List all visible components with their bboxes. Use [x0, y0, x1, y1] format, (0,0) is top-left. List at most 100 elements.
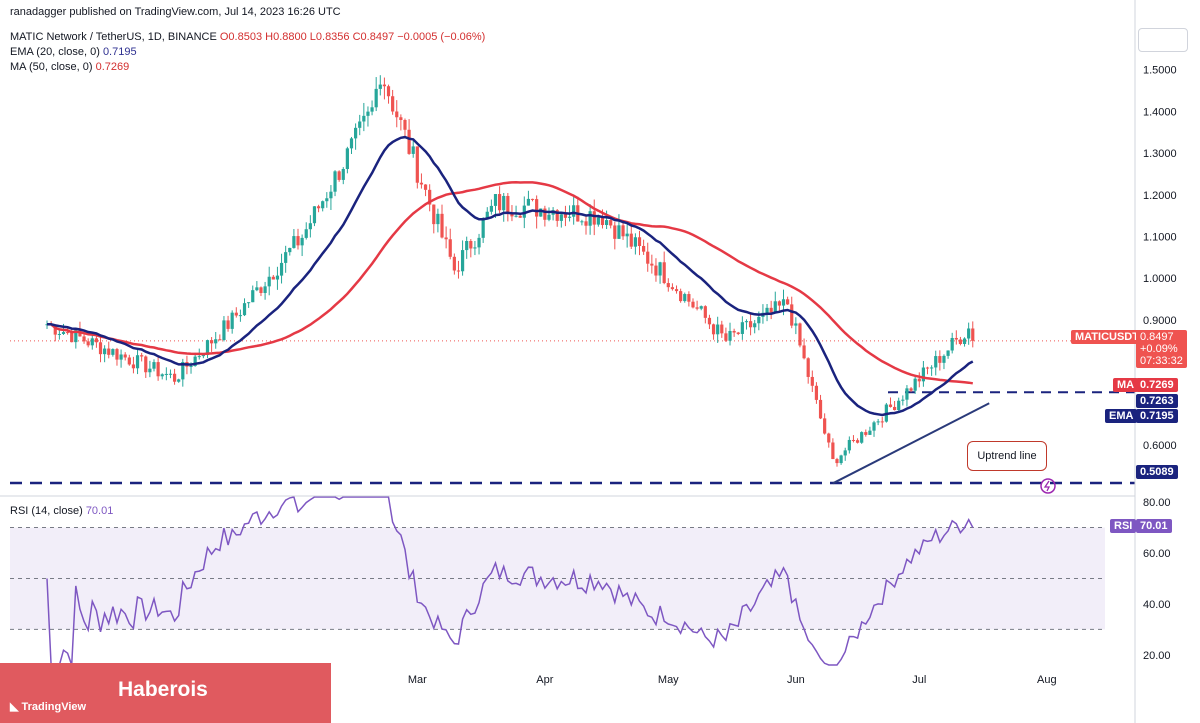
candles: [45, 75, 975, 467]
candle-body: [308, 223, 312, 230]
candle-body: [419, 182, 424, 185]
ema20-line: [46, 135, 974, 417]
candle-body: [707, 317, 712, 325]
candle-body: [74, 329, 78, 343]
candle-body: [354, 127, 358, 139]
settings-button[interactable]: [1138, 28, 1188, 52]
candle-body: [855, 440, 860, 443]
candle-body: [304, 229, 308, 238]
candle-body: [633, 237, 637, 247]
price-tag-timer: 07:33:32: [1140, 355, 1183, 367]
candle-body: [823, 418, 827, 434]
price-tick-label: 0.9000: [1143, 315, 1177, 327]
candle-body: [259, 287, 263, 293]
candle-body: [921, 367, 925, 382]
candle-body: [469, 241, 473, 249]
candle-body: [473, 247, 477, 249]
ohlc-values: O0.8503 H0.8800 L0.8356 C0.8497 −0.0005 …: [219, 31, 486, 43]
candle-body: [658, 262, 662, 276]
candle-body: [609, 220, 613, 226]
candle-body: [625, 233, 629, 237]
candle-body: [547, 214, 551, 220]
rsi-tick-label: 20.00: [1143, 650, 1171, 662]
candle-body: [600, 217, 605, 226]
price-tag-change: +0.09%: [1140, 343, 1178, 355]
candle-body: [740, 322, 744, 334]
tradingview-icon: ◣: [10, 701, 22, 713]
candle-body: [362, 115, 366, 122]
candle-body: [156, 362, 160, 377]
candle-body: [967, 328, 971, 339]
time-tick-label: Aug: [1037, 674, 1057, 686]
candle-body: [358, 121, 362, 128]
candle-body: [140, 355, 144, 357]
candle-body: [901, 399, 905, 401]
candle-body: [679, 291, 683, 302]
candle-body: [123, 354, 127, 358]
candle-body: [181, 362, 185, 380]
candle-body: [312, 206, 317, 224]
candle-body: [621, 225, 625, 237]
candle-body: [506, 195, 510, 213]
candle-body: [559, 214, 563, 221]
candle-body: [946, 350, 950, 356]
candle-body: [925, 367, 930, 369]
candle-body: [835, 459, 839, 464]
candle-body: [592, 211, 596, 225]
candle-body: [374, 88, 378, 108]
rsi-tick-label: 40.00: [1143, 599, 1171, 611]
rsi-line: [46, 496, 974, 666]
price-tag-value: 0.8497: [1140, 331, 1174, 343]
rsi-legend: RSI (14, close) 70.01: [10, 505, 113, 517]
candle-body: [535, 199, 539, 217]
lightning-glyph: [1043, 480, 1051, 492]
candle-body: [769, 307, 773, 313]
candle-body: [428, 189, 432, 205]
candle-body: [790, 304, 794, 326]
candle-body: [407, 129, 411, 154]
candle-body: [172, 373, 177, 382]
candle-body: [164, 373, 168, 375]
hline-tag-value: 0.7263: [1136, 394, 1178, 408]
rsi-value: 70.01: [85, 505, 114, 517]
candle-body: [329, 191, 333, 199]
candle-body: [502, 195, 506, 211]
candle-body: [90, 338, 94, 346]
candle-body: [699, 306, 703, 309]
candle-body: [242, 303, 247, 316]
candle-body: [234, 312, 238, 316]
price-tag: 0.8497 +0.09% 07:33:32: [1136, 330, 1187, 368]
levels: [10, 340, 1135, 485]
time-tick-label: Jul: [912, 674, 926, 686]
candle-body: [942, 355, 946, 363]
ema-legend: EMA (20, close, 0) 0.7195: [10, 46, 137, 58]
candle-body: [596, 217, 600, 225]
candle-body: [498, 194, 502, 211]
support-tag-value: 0.5089: [1136, 465, 1178, 479]
candle-body: [897, 400, 901, 411]
ema-tag: EMA: [1105, 409, 1138, 423]
candle-body: [432, 204, 436, 225]
candle-body: [872, 422, 876, 431]
candle-body: [214, 339, 218, 344]
candle-body: [555, 210, 559, 221]
candle-body: [197, 356, 201, 358]
candle-body: [654, 265, 658, 276]
candle-body: [851, 439, 856, 441]
candle-body: [82, 336, 86, 342]
watermark-text: Haberois: [118, 678, 208, 701]
candle-body: [814, 385, 819, 400]
candle-body: [337, 171, 341, 180]
candle-body: [66, 332, 70, 334]
candle-body: [300, 237, 304, 246]
candle-body: [53, 324, 57, 335]
candle-body: [543, 208, 547, 220]
candle-body: [296, 236, 300, 246]
candle-body: [950, 337, 954, 351]
candle-body: [934, 356, 938, 368]
candle-body: [403, 119, 407, 130]
symbol-tag: MATICUSDT: [1071, 330, 1143, 344]
candle-body: [349, 138, 354, 149]
candle-body: [485, 211, 489, 219]
candle-body: [193, 356, 197, 367]
